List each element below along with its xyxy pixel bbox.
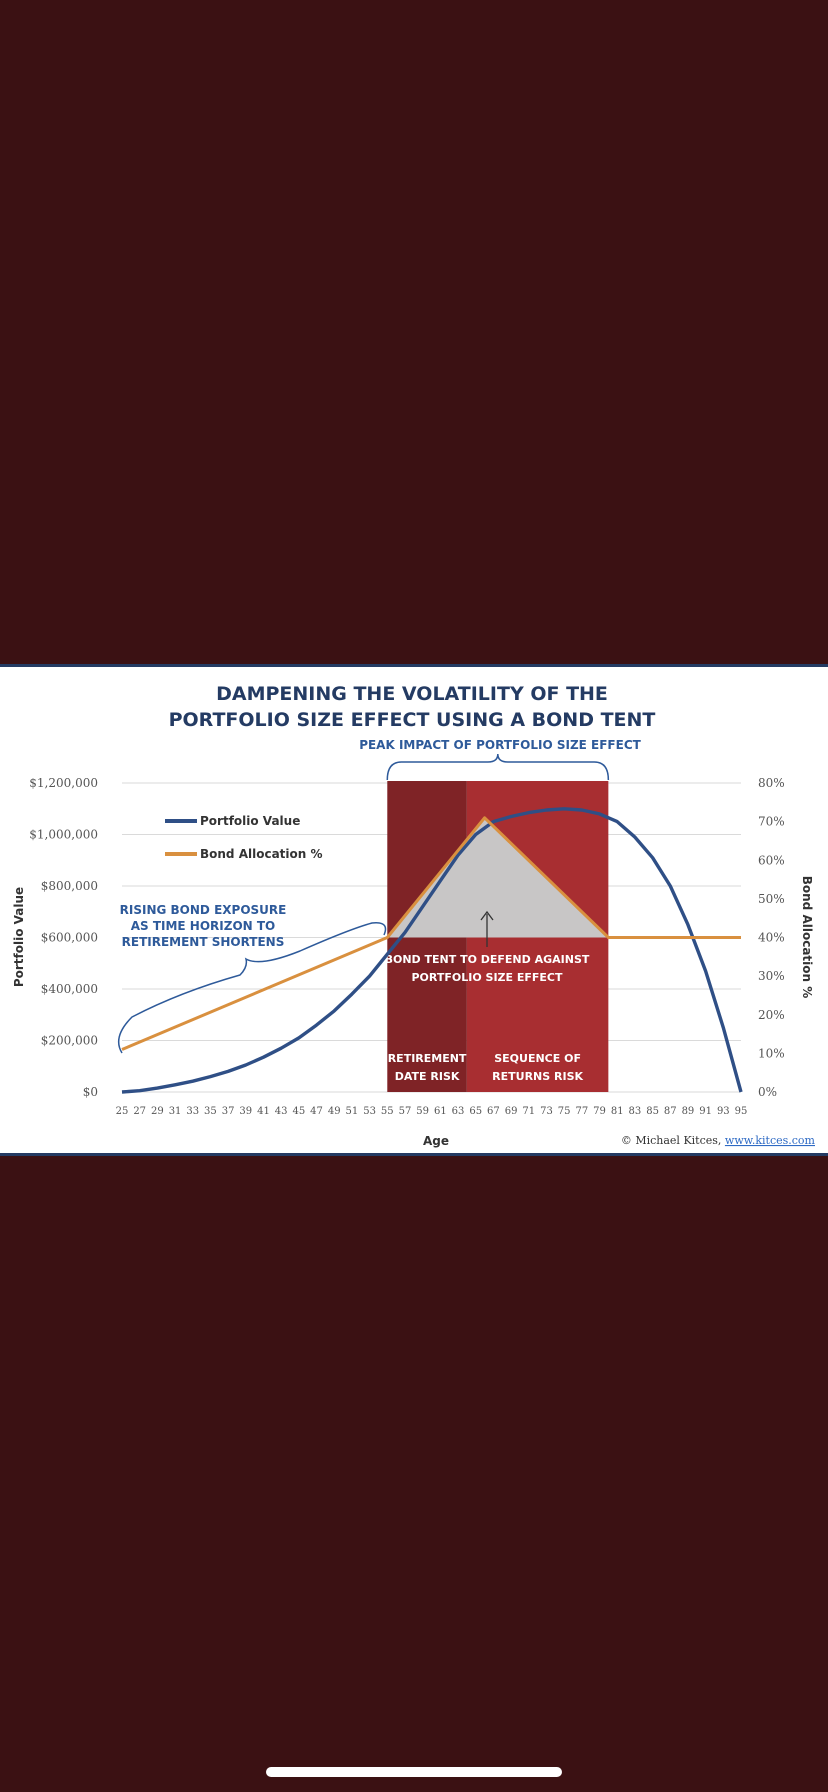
x-tick-label: 57 [399, 1106, 412, 1117]
bond-tent-fill [387, 817, 609, 938]
x-tick-label: 39 [239, 1106, 252, 1117]
x-tick-label: 95 [735, 1106, 748, 1117]
x-tick-label: 47 [310, 1106, 323, 1117]
y2-tick-label: 70% [758, 815, 785, 829]
bond-tent-chart: DAMPENING THE VOLATILITY OF THE PORTFOLIO… [12, 683, 816, 1148]
credit-text: © Michael Kitces, www.kitces.com [621, 1134, 816, 1147]
x-tick-label: 75 [558, 1106, 571, 1117]
x-tick-label: 49 [328, 1106, 341, 1117]
tent-arrow-head [480, 910, 494, 921]
x-axis-label: Age [423, 1134, 449, 1148]
bond-tent-annotation: BOND TENT TO DEFEND AGAINST [385, 953, 590, 966]
x-tick-label: 69 [505, 1106, 518, 1117]
y2-tick-label: 10% [758, 1046, 785, 1060]
x-tick-label: 51 [346, 1106, 359, 1117]
y-tick-label: $1,000,000 [29, 828, 98, 842]
x-tick-label: 59 [416, 1106, 429, 1117]
peak-brace [386, 753, 610, 781]
legend-label: Portfolio Value [200, 814, 300, 828]
x-tick-label: 85 [646, 1106, 659, 1117]
legend-label: Bond Allocation % [200, 847, 323, 861]
y-tick-label: $0 [83, 1085, 98, 1099]
x-tick-label: 89 [682, 1106, 695, 1117]
risk-region-label: RETURNS RISK [492, 1070, 583, 1083]
x-tick-label: 53 [363, 1106, 376, 1117]
y2-tick-label: 50% [758, 892, 785, 906]
x-tick-label: 65 [469, 1106, 482, 1117]
y-tick-label: $200,000 [41, 1034, 98, 1048]
x-tick-label: 67 [487, 1106, 500, 1117]
y2-tick-label: 20% [758, 1008, 785, 1022]
y-tick-label: $800,000 [41, 879, 98, 893]
rising-annotation: RETIREMENT SHORTENS [122, 935, 285, 949]
x-tick-label: 41 [257, 1106, 270, 1117]
x-tick-label: 77 [575, 1106, 588, 1117]
y-tick-label: $600,000 [41, 931, 98, 945]
x-tick-label: 93 [717, 1106, 730, 1117]
x-tick-label: 81 [611, 1106, 624, 1117]
peak-annotation: PEAK IMPACT OF PORTFOLIO SIZE EFFECT [359, 738, 641, 752]
rising-brace [117, 922, 387, 1054]
x-tick-label: 31 [169, 1106, 182, 1117]
y-axis-label: Portfolio Value [12, 887, 26, 987]
x-tick-label: 27 [133, 1106, 146, 1117]
x-tick-label: 87 [664, 1106, 677, 1117]
y-tick-label: $400,000 [41, 982, 98, 996]
home-indicator[interactable] [266, 1767, 562, 1777]
credit-link[interactable]: www.kitces.com [725, 1134, 816, 1147]
rising-annotation: RISING BOND EXPOSURE [120, 903, 287, 917]
risk-region-label: SEQUENCE OF [494, 1052, 581, 1065]
y2-tick-label: 30% [758, 969, 785, 983]
x-tick-label: 25 [116, 1106, 129, 1117]
x-tick-label: 91 [699, 1106, 712, 1117]
credit-prefix: © Michael Kitces, [621, 1134, 725, 1147]
x-tick-label: 63 [452, 1106, 465, 1117]
y2-tick-label: 60% [758, 853, 785, 867]
chart-card: DAMPENING THE VOLATILITY OF THE PORTFOLIO… [0, 664, 828, 1156]
bond-tent-annotation: PORTFOLIO SIZE EFFECT [411, 971, 563, 984]
x-tick-label: 73 [540, 1106, 553, 1117]
y2-axis-label: Bond Allocation % [800, 876, 814, 999]
y2-tick-label: 40% [758, 931, 785, 945]
chart-title-line: PORTFOLIO SIZE EFFECT USING A BOND TENT [169, 709, 656, 731]
y-tick-label: $1,200,000 [29, 776, 98, 790]
y2-tick-label: 0% [758, 1085, 777, 1099]
x-tick-label: 61 [434, 1106, 447, 1117]
y2-tick-label: 80% [758, 776, 785, 790]
x-tick-label: 79 [593, 1106, 606, 1117]
x-tick-label: 71 [522, 1106, 535, 1117]
x-tick-label: 33 [186, 1106, 199, 1117]
rising-annotation: AS TIME HORIZON TO [131, 919, 276, 933]
x-tick-label: 55 [381, 1106, 394, 1117]
x-tick-label: 83 [629, 1106, 642, 1117]
x-tick-label: 43 [275, 1106, 288, 1117]
series-line [121, 807, 743, 1094]
x-tick-label: 35 [204, 1106, 217, 1117]
chart-title-line: DAMPENING THE VOLATILITY OF THE [216, 683, 608, 705]
series-line [121, 816, 741, 1051]
x-tick-label: 45 [292, 1106, 305, 1117]
x-tick-label: 37 [222, 1106, 235, 1117]
risk-region-label: RETIREMENT [388, 1052, 467, 1065]
risk-region-label: DATE RISK [395, 1070, 460, 1083]
x-tick-label: 29 [151, 1106, 164, 1117]
